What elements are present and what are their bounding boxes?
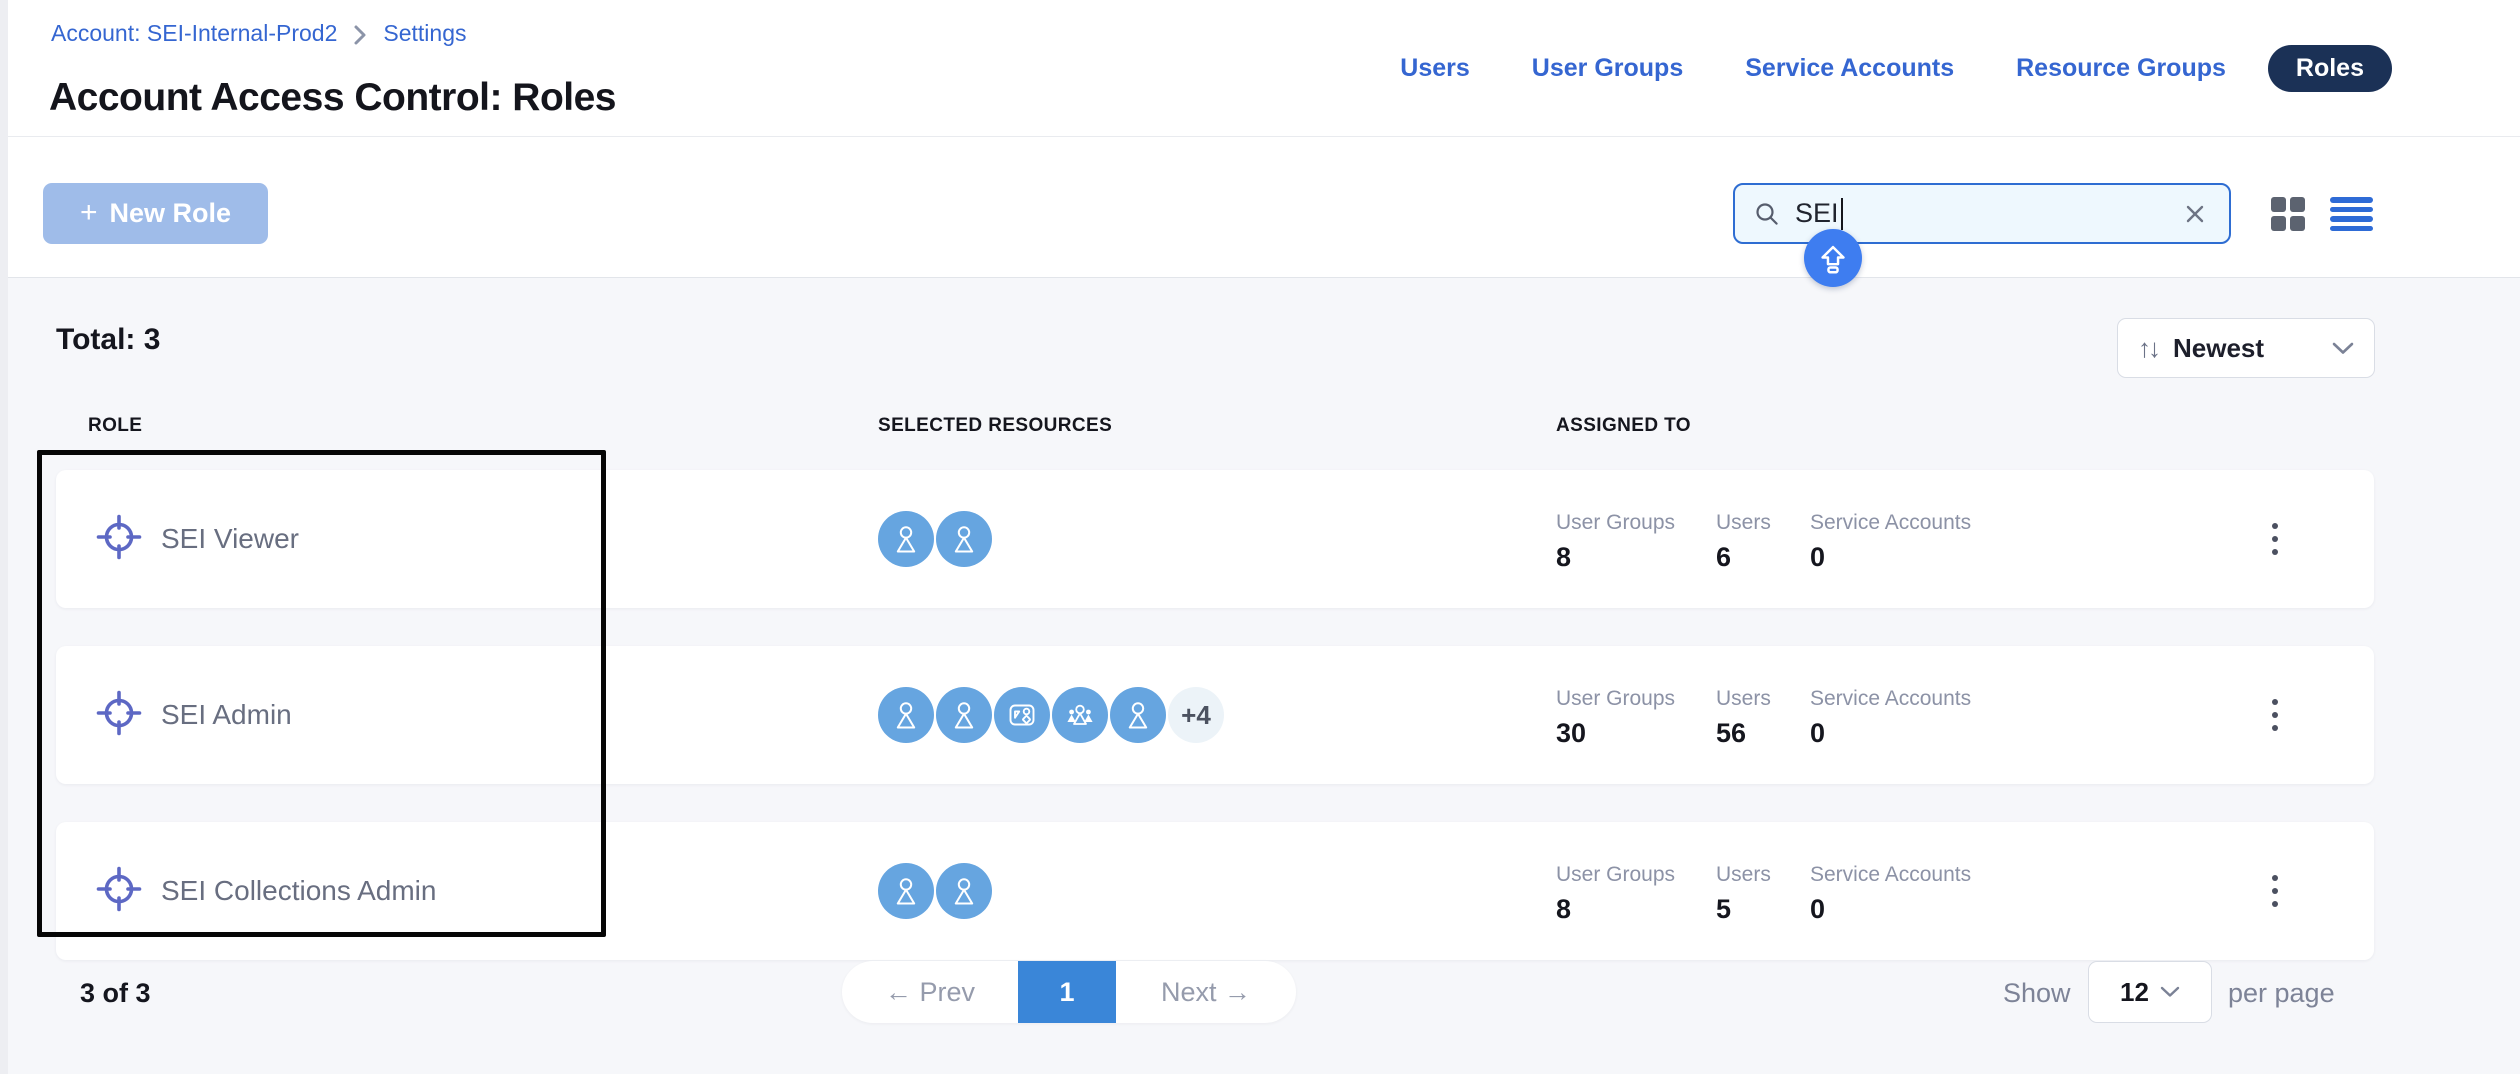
sort-dropdown[interactable]: ↑↓ Newest xyxy=(2117,318,2375,378)
page-1-button[interactable]: 1 xyxy=(1018,961,1116,1023)
selected-resources-avatars: +4 xyxy=(878,687,1224,743)
table-header-row: ROLE SELECTED RESOURCES ASSIGNED TO xyxy=(0,415,2520,445)
tab-user-groups[interactable]: User Groups xyxy=(1531,54,1684,82)
shift-key-overlay-badge xyxy=(1804,229,1862,287)
tab-users[interactable]: Users xyxy=(1400,54,1470,82)
role-cell: SEI Admin xyxy=(95,646,292,784)
row-menu-kebab-icon[interactable] xyxy=(2262,513,2288,565)
user-avatar-icon xyxy=(878,511,934,567)
chevron-down-icon xyxy=(2332,342,2354,354)
column-header-selected-resources: SELECTED RESOURCES xyxy=(878,415,1113,436)
role-name: SEI Collections Admin xyxy=(161,875,437,906)
service-accounts-count: 0 xyxy=(1810,894,1826,924)
users-count: 5 xyxy=(1716,894,1732,924)
role-cell: SEI Viewer xyxy=(95,470,299,608)
search-icon xyxy=(1753,200,1781,228)
text-caret xyxy=(1840,197,1843,230)
tab-roles-active[interactable]: Roles xyxy=(2267,45,2392,92)
service-accounts-count: 0 xyxy=(1810,718,1826,748)
role-target-icon xyxy=(95,689,143,742)
column-header-assigned-to: ASSIGNED TO xyxy=(1556,415,1691,436)
user-avatar-icon xyxy=(1110,687,1166,743)
assigned-to-cell: User Groups 8 Users 5 Service Accounts 0 xyxy=(1556,863,1971,925)
search-query-text: SEI xyxy=(1795,198,1839,228)
overflow-count-badge: +4 xyxy=(1168,687,1224,743)
chevron-right-icon xyxy=(353,24,367,46)
page-size-select[interactable]: 12 xyxy=(2088,961,2212,1023)
access-control-tabs: Users User Groups Service Accounts Resou… xyxy=(1400,45,2392,92)
role-cell: SEI Collections Admin xyxy=(95,822,436,960)
show-label: Show xyxy=(2003,978,2071,1008)
user-avatar-icon xyxy=(878,687,934,743)
assigned-to-cell: User Groups 30 Users 56 Service Accounts 0 xyxy=(1556,687,1971,749)
close-x-icon xyxy=(2183,202,2207,226)
new-role-button[interactable]: + New Role xyxy=(43,183,268,244)
tab-resource-groups[interactable]: Resource Groups xyxy=(2016,54,2226,82)
users-label: Users xyxy=(1716,511,1771,534)
user-groups-label: User Groups xyxy=(1556,863,1676,886)
toolbar: + New Role SEI xyxy=(0,137,2520,278)
breadcrumb-settings-link[interactable]: Settings xyxy=(383,20,467,46)
user-avatar-icon xyxy=(936,511,992,567)
service-accounts-label: Service Accounts xyxy=(1810,687,1972,710)
page-size-value: 12 xyxy=(2120,976,2149,1007)
column-header-role: ROLE xyxy=(88,415,143,436)
window-edge-strip xyxy=(0,0,8,1074)
next-page-button[interactable]: Next → xyxy=(1160,976,1252,1007)
user-groups-count: 8 xyxy=(1556,894,1572,924)
view-toggle xyxy=(2271,197,2373,231)
page-header: Account: SEI-Internal-Prod2 Settings Acc… xyxy=(0,0,2520,137)
tab-service-accounts[interactable]: Service Accounts xyxy=(1745,54,1955,82)
user-avatar-icon xyxy=(936,863,992,919)
page-title: Account Access Control: Roles xyxy=(49,76,617,119)
user-groups-label: User Groups xyxy=(1556,511,1676,534)
row-menu-kebab-icon[interactable] xyxy=(2262,865,2288,917)
total-count: Total: 3 xyxy=(56,323,161,356)
clear-search-button[interactable] xyxy=(2179,198,2211,230)
pagination: ← Prev 1 Next → xyxy=(842,961,1296,1023)
service-accounts-count: 0 xyxy=(1810,542,1826,572)
dashboard-avatar-icon xyxy=(994,687,1050,743)
user-groups-count: 8 xyxy=(1556,542,1572,572)
per-page-label: per page xyxy=(2228,978,2335,1008)
role-row-sei-collections-admin[interactable]: SEI Collections Admin User Groups 8 Users… xyxy=(56,822,2374,960)
user-groups-label: User Groups xyxy=(1556,687,1676,710)
service-accounts-label: Service Accounts xyxy=(1810,863,1972,886)
role-row-sei-viewer[interactable]: SEI Viewer User Groups 8 Users 6 Service A… xyxy=(56,470,2374,608)
role-target-icon xyxy=(95,513,143,566)
users-label: Users xyxy=(1716,687,1771,710)
users-count: 56 xyxy=(1716,718,1747,748)
role-name: SEI Viewer xyxy=(161,523,299,554)
group-avatar-icon xyxy=(1052,687,1108,743)
users-label: Users xyxy=(1716,863,1771,886)
roles-list-panel: Total: 3 ↑↓ Newest ROLE SELECTED RESOURC… xyxy=(0,278,2520,1074)
selected-resources-avatars xyxy=(878,863,992,919)
assigned-to-cell: User Groups 8 Users 6 Service Accounts 0 xyxy=(1556,511,1971,573)
role-target-icon xyxy=(95,865,143,918)
sort-value: Newest xyxy=(2173,332,2265,363)
shift-key-icon xyxy=(1814,239,1852,277)
new-role-label: New Role xyxy=(109,198,232,228)
breadcrumb: Account: SEI-Internal-Prod2 Settings xyxy=(51,20,466,47)
user-groups-count: 30 xyxy=(1556,718,1587,748)
breadcrumb-account-link[interactable]: Account: SEI-Internal-Prod2 xyxy=(51,20,338,46)
role-row-sei-admin[interactable]: SEI Admin +4 User Groups 30 Users 56 Servi… xyxy=(56,646,2374,784)
prev-page-button[interactable]: ← Prev xyxy=(884,976,976,1007)
plus-icon: + xyxy=(79,195,98,229)
user-avatar-icon xyxy=(936,687,992,743)
search-input[interactable]: SEI xyxy=(1733,183,2231,244)
sort-arrows-icon: ↑↓ xyxy=(2138,332,2161,363)
grid-view-icon[interactable] xyxy=(2271,197,2305,231)
row-menu-kebab-icon[interactable] xyxy=(2262,689,2288,741)
service-accounts-label: Service Accounts xyxy=(1810,511,1972,534)
chevron-down-icon xyxy=(2160,986,2180,997)
role-name: SEI Admin xyxy=(161,699,292,730)
result-count: 3 of 3 xyxy=(80,978,151,1008)
users-count: 6 xyxy=(1716,542,1732,572)
user-avatar-icon xyxy=(878,863,934,919)
list-view-icon[interactable] xyxy=(2330,197,2373,231)
selected-resources-avatars xyxy=(878,511,992,567)
